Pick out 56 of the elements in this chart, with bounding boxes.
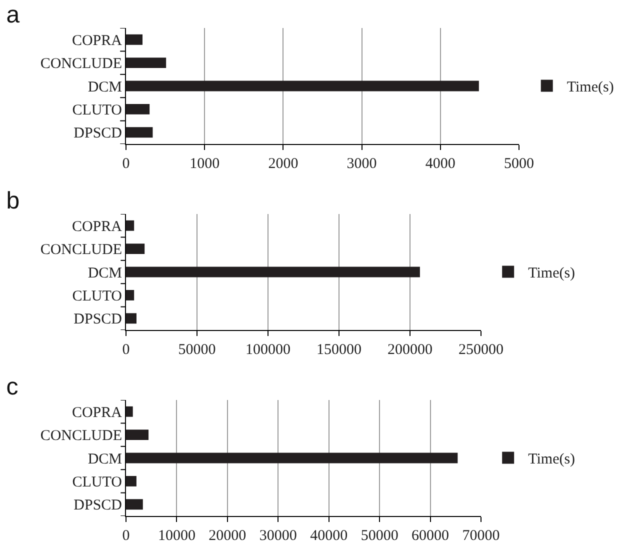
bar [126,452,458,464]
bar [126,127,153,138]
bar [126,430,149,440]
x-tick-label: 4000 [425,156,456,172]
x-tick-label: 100000 [246,342,290,358]
y-tick-label: COPRA [72,404,122,421]
bar [126,499,143,510]
bar [126,58,166,68]
bar [126,34,143,45]
chart-title: b [6,187,20,214]
bar [126,80,479,92]
y-tick-label: DCM [88,265,122,282]
x-tick-label: 70000 [462,528,500,544]
y-tick-label: DPSCD [74,126,122,142]
y-tick-label: DPSCD [74,312,122,328]
y-tick-label: CONCLUDE [40,242,122,258]
x-tick-label: 0 [122,342,130,358]
y-tick-label: CLUTO [72,102,122,118]
bar [126,290,134,300]
y-tick-label: CLUTO [72,288,122,304]
y-tick-label: CONCLUDE [40,428,122,444]
bar [126,104,150,114]
y-tick-label: CONCLUDE [40,56,122,72]
y-tick-label: DPSCD [74,498,122,514]
x-tick-label: 40000 [310,528,348,544]
x-tick-label: 10000 [158,528,196,544]
y-tick-label: COPRA [72,32,122,49]
x-tick-label: 50000 [360,528,398,544]
bar [126,406,133,417]
x-tick-label: 50000 [178,342,216,358]
bar [126,266,420,278]
y-tick-label: CLUTO [72,474,122,490]
chart-title: a [6,1,20,28]
x-tick-label: 30000 [259,528,297,544]
x-tick-label: 0 [122,528,130,544]
x-tick-label: 250000 [458,342,504,358]
bar [126,244,145,254]
bar [126,476,136,486]
x-tick-label: 0 [122,156,130,172]
y-tick-label: DCM [88,79,122,96]
legend-label: Time(s) [528,452,576,468]
legend-label: Time(s) [528,266,576,282]
x-tick-label: 5000 [504,156,534,172]
x-tick-label: 150000 [316,342,362,358]
legend-label: Time(s) [566,80,614,96]
x-tick-label: 2000 [268,156,298,172]
bar [126,313,137,324]
x-tick-label: 1000 [190,156,220,172]
x-tick-label: 60000 [412,528,450,544]
x-tick-label: 200000 [388,342,432,358]
x-tick-label: 3000 [346,156,377,172]
y-tick-label: DCM [88,451,122,468]
x-tick-label: 20000 [208,528,246,544]
y-tick-label: COPRA [72,218,122,235]
chart-title: c [6,373,18,400]
bar [126,220,134,231]
